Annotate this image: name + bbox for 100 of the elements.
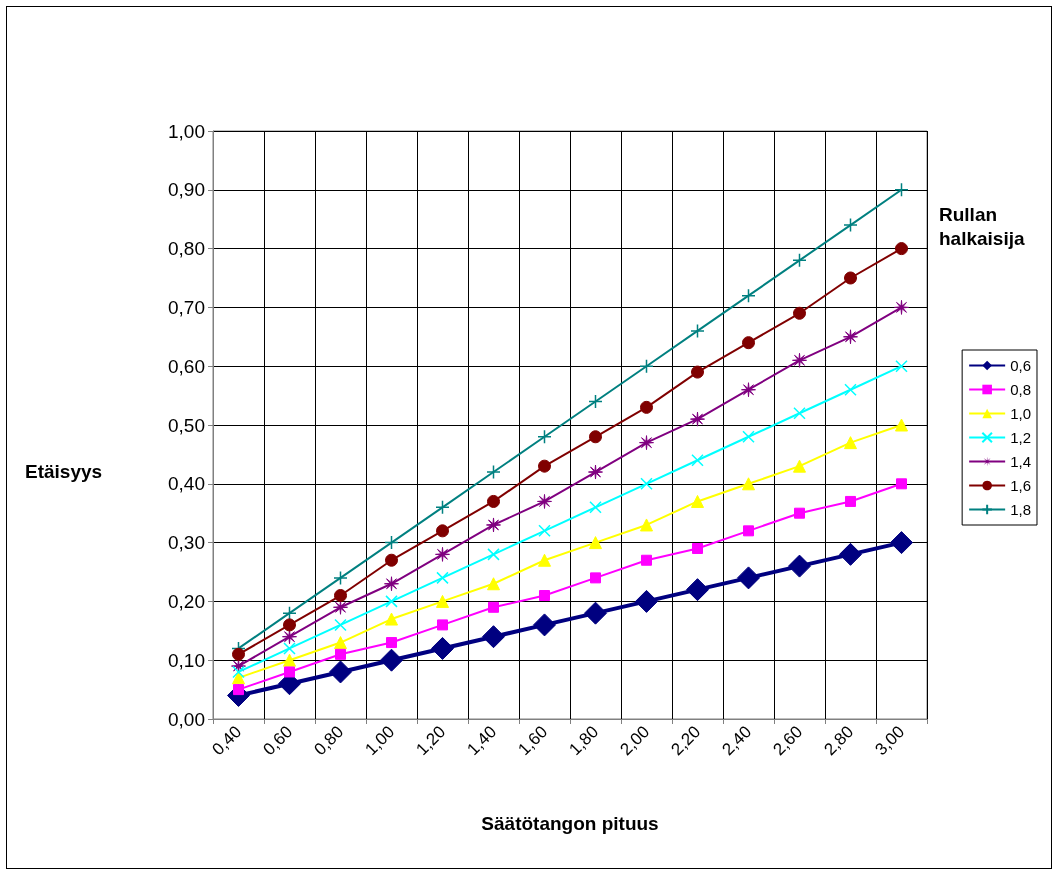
point — [435, 546, 450, 562]
point — [639, 435, 654, 451]
point — [334, 589, 347, 603]
point — [641, 554, 652, 566]
point — [487, 577, 500, 591]
point — [283, 618, 296, 632]
y-tick-label: 0,00 — [168, 708, 205, 730]
point — [335, 648, 346, 660]
point — [486, 464, 501, 480]
point — [843, 329, 858, 345]
point — [690, 411, 705, 427]
point — [284, 666, 295, 678]
point — [487, 548, 500, 561]
legend-title: Rullan halkaisija — [939, 203, 1025, 249]
point — [538, 553, 551, 567]
point — [890, 531, 913, 555]
point — [487, 494, 500, 508]
point — [792, 352, 807, 368]
point — [584, 601, 607, 625]
point — [385, 612, 398, 626]
point — [742, 477, 755, 491]
point — [640, 400, 653, 414]
point — [334, 636, 347, 650]
point — [329, 660, 352, 684]
point — [232, 671, 245, 685]
point — [590, 572, 601, 584]
point — [283, 642, 296, 655]
point — [691, 365, 704, 379]
point — [839, 542, 862, 566]
point — [334, 618, 347, 632]
point — [895, 242, 908, 256]
point — [384, 576, 399, 592]
point — [691, 494, 704, 508]
legend-label: 0,8 — [1010, 381, 1032, 398]
point — [894, 182, 909, 198]
point — [895, 359, 908, 373]
point — [588, 394, 603, 409]
point — [384, 535, 399, 550]
point — [639, 358, 654, 374]
point — [589, 501, 602, 514]
point — [437, 619, 448, 631]
point — [386, 637, 397, 649]
point — [538, 524, 551, 538]
point — [232, 647, 245, 661]
point — [895, 418, 908, 432]
point — [589, 536, 602, 550]
point — [436, 524, 449, 538]
point — [741, 382, 756, 398]
y-tick-label: 0,90 — [168, 179, 205, 201]
point — [792, 253, 807, 268]
point — [333, 570, 348, 586]
point — [896, 478, 907, 490]
point — [488, 601, 499, 613]
point — [845, 495, 856, 507]
y-tick-label: 0,30 — [168, 532, 205, 554]
point — [640, 477, 653, 491]
point — [283, 653, 296, 667]
point — [793, 459, 806, 473]
point — [588, 464, 603, 480]
y-tick-label: 0,70 — [168, 296, 205, 318]
point — [843, 217, 858, 233]
point — [794, 507, 805, 519]
point — [431, 636, 454, 660]
point — [380, 648, 403, 672]
y-tick-label: 0,80 — [168, 238, 205, 260]
point — [844, 271, 857, 285]
y-tick-label: 0,50 — [168, 414, 205, 436]
point — [692, 542, 703, 554]
point — [690, 323, 705, 339]
legend-label: 1,2 — [1010, 429, 1032, 446]
y-axis-title: Etäisyys — [25, 461, 103, 482]
point — [742, 336, 755, 350]
point — [844, 383, 857, 396]
point — [385, 553, 398, 567]
point — [435, 500, 450, 515]
point — [282, 629, 297, 645]
point — [533, 613, 556, 637]
y-tick-label: 0,60 — [168, 355, 205, 377]
point — [640, 518, 653, 532]
point — [635, 589, 658, 613]
legend-label: 1,0 — [1010, 405, 1032, 422]
point — [436, 594, 449, 608]
x-tick-label: 0,80 — [310, 722, 348, 760]
point — [482, 625, 505, 649]
point — [742, 430, 755, 444]
point — [686, 578, 709, 602]
point — [741, 288, 756, 303]
legend-label: 1,8 — [1010, 501, 1032, 518]
point — [539, 590, 550, 602]
y-tick-label: 0,10 — [168, 649, 205, 671]
point — [232, 665, 245, 679]
x-tick-label: 0,40 — [208, 722, 246, 760]
point — [589, 430, 602, 444]
point — [436, 571, 449, 585]
point — [793, 306, 806, 320]
y-tick-label: 1,00 — [168, 120, 205, 142]
point — [788, 554, 811, 578]
x-axis-title: Säätötangon pituus — [481, 813, 659, 834]
legend-label: 1,4 — [1010, 453, 1032, 470]
point — [894, 299, 909, 315]
